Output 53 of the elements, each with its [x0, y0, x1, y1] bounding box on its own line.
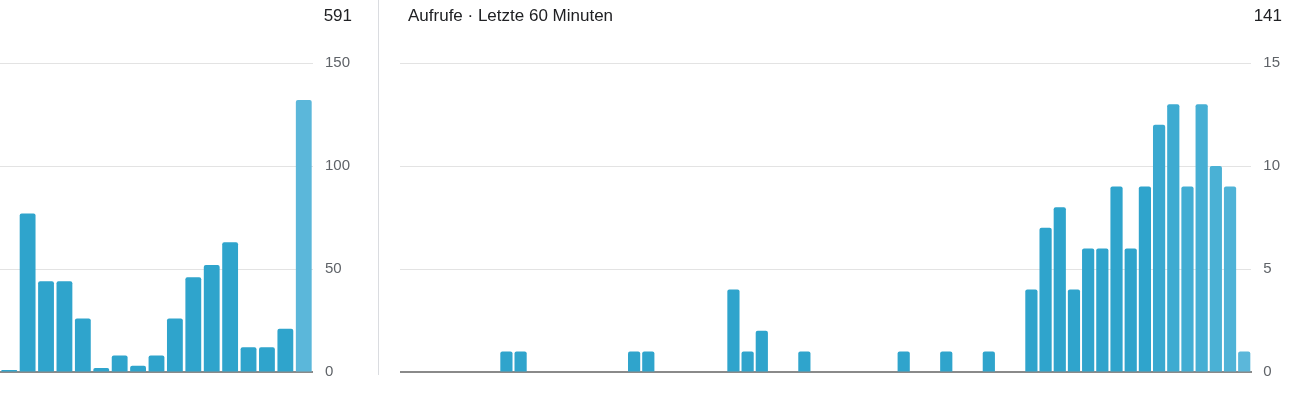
text: 591 [323, 6, 352, 26]
bar [74, 318, 91, 372]
bar [628, 351, 641, 372]
bar [741, 351, 754, 372]
bar [277, 328, 294, 372]
y-tick-label: 150 [324, 53, 350, 71]
bar [982, 351, 995, 372]
bar [1124, 248, 1137, 372]
text: 141 [1253, 6, 1282, 26]
y-tick-label: 15 [1263, 53, 1280, 71]
bar [1195, 104, 1208, 372]
bar [1138, 186, 1151, 372]
bar [1053, 207, 1066, 372]
bar [1025, 289, 1038, 372]
bar [727, 289, 740, 372]
bar [1152, 124, 1166, 372]
bar [514, 351, 527, 372]
bar [240, 347, 257, 372]
bar [130, 365, 146, 372]
bar [940, 351, 953, 372]
bar [500, 351, 513, 372]
bar [259, 347, 275, 372]
bar [1096, 248, 1109, 372]
bar [56, 281, 73, 372]
bar [148, 355, 165, 372]
y-tick-label: 0 [324, 362, 334, 380]
bar [755, 330, 768, 372]
bar [897, 351, 910, 372]
bar [1238, 351, 1251, 372]
y-tick-label: 50 [324, 259, 342, 277]
bar [1067, 289, 1081, 372]
bar [38, 281, 54, 372]
bar [222, 242, 239, 372]
y-tick-label: 100 [324, 156, 350, 174]
bar [295, 100, 312, 372]
chart-title: Aufrufe · Letzte 60 Minuten [408, 6, 614, 26]
bar [1110, 186, 1123, 372]
bar [19, 213, 36, 372]
bar [111, 355, 128, 372]
bar [1181, 186, 1194, 372]
bar [1209, 166, 1222, 372]
bar [1167, 104, 1180, 372]
y-tick-label: 0 [1263, 362, 1272, 380]
bar [798, 351, 811, 372]
bar [642, 351, 655, 372]
bar [203, 264, 220, 372]
bar [166, 318, 183, 372]
y-tick-label: 10 [1263, 156, 1280, 174]
bar [1082, 248, 1095, 372]
bar [1039, 227, 1052, 372]
y-tick-label: 5 [1263, 259, 1272, 277]
bar [1223, 186, 1237, 372]
bar [185, 277, 202, 372]
